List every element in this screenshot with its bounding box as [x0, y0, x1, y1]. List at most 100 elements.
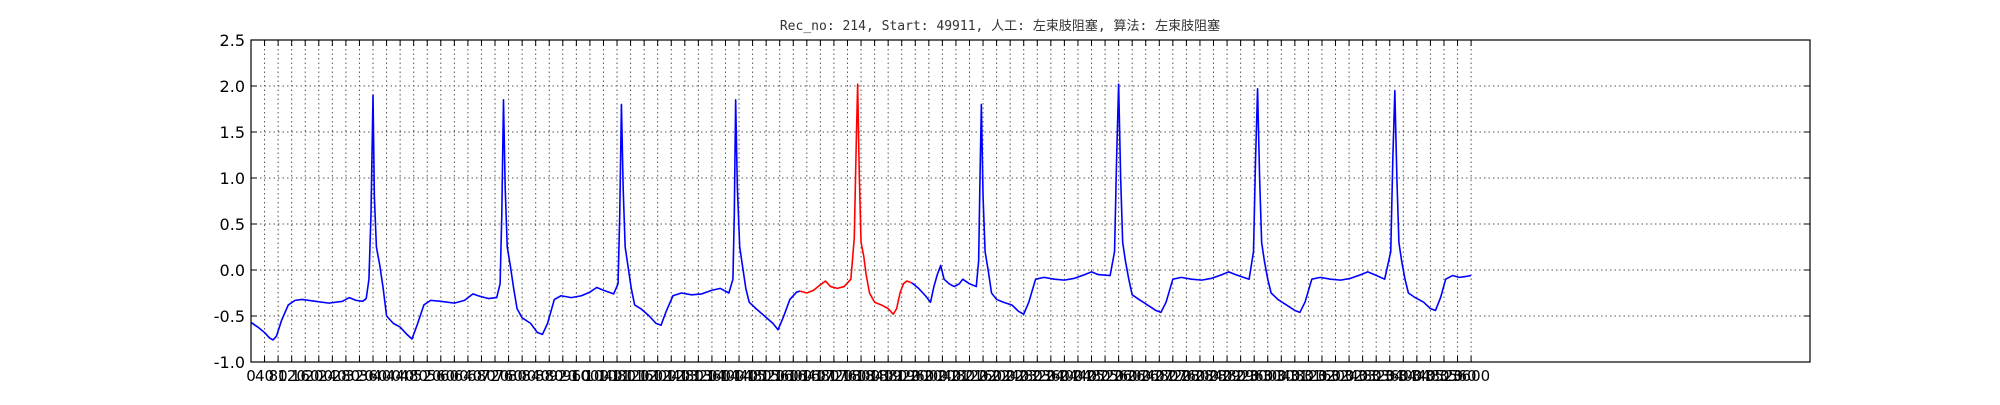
x-tick-label: 40 — [255, 367, 274, 385]
plot-frame — [250, 39, 1811, 363]
y-tick-label: 2.5 — [220, 31, 245, 50]
y-tick-label: 0.0 — [220, 261, 245, 280]
x-tick-label: 1120 — [611, 367, 649, 385]
x-tick-label: 400 — [372, 367, 401, 385]
y-tick-label: 2.0 — [220, 77, 245, 96]
ecg-trace-segment-2 — [911, 83, 1472, 315]
x-tick-label: 3160 — [1303, 367, 1341, 385]
y-axis: -1.0 -0.5 0.0 0.5 1.0 1.5 2.0 2.5 — [214, 31, 1810, 372]
series-layer — [250, 83, 1472, 341]
x-tick-label: 960 — [562, 367, 591, 385]
x-tick-label: 600 — [440, 367, 469, 385]
x-tick-label: 2640 — [1127, 367, 1165, 385]
x-tick-label: 520 — [413, 367, 442, 385]
x-tick-label: 280 — [332, 367, 361, 385]
x-tick-label: 3000 — [1249, 367, 1287, 385]
x-tick-label: 80 — [269, 367, 288, 385]
x-tick-label: 2280 — [1005, 367, 1043, 385]
x-tick-label: 3560 — [1438, 367, 1476, 385]
x-tick-label: 2480 — [1072, 367, 1110, 385]
x-tick-label: 2320 — [1018, 367, 1056, 385]
x-tick-label: 840 — [521, 367, 550, 385]
x-tick-label: 3320 — [1357, 367, 1395, 385]
x-tick-label: 0 — [246, 367, 256, 385]
x-tick-label: 1560 — [761, 367, 799, 385]
x-tick-label: 920 — [548, 367, 577, 385]
x-tick-label: 3600 — [1452, 367, 1490, 385]
x-tick-label: 1840 — [856, 367, 894, 385]
x-tick-label: 2120 — [950, 367, 988, 385]
x-tick-label: 1920 — [883, 367, 921, 385]
x-tick-label: 1160 — [625, 367, 663, 385]
x-tick-label: 2440 — [1059, 367, 1097, 385]
x-tick-label: 2360 — [1032, 367, 1070, 385]
x-tick-label: 120 — [277, 367, 306, 385]
x-tick-label: 3360 — [1371, 367, 1409, 385]
x-tick-label: 1760 — [828, 367, 866, 385]
x-tick-label: 680 — [467, 367, 496, 385]
x-tick-label: 2920 — [1222, 367, 1260, 385]
x-tick-label: 1320 — [679, 367, 717, 385]
y-tick-label: -1.0 — [214, 353, 245, 372]
x-tick-label: 1440 — [720, 367, 758, 385]
x-tick-label: 720 — [481, 367, 510, 385]
x-tick-label: 3400 — [1384, 367, 1422, 385]
x-tick-label: 3200 — [1316, 367, 1354, 385]
x-tick-label: 3240 — [1330, 367, 1368, 385]
x-tick-label: 2400 — [1045, 367, 1083, 385]
x-tick-label: 2000 — [910, 367, 948, 385]
x-tick-label: 2800 — [1181, 367, 1219, 385]
x-tick-label: 160 — [291, 367, 320, 385]
x-tick-label: 640 — [454, 367, 483, 385]
x-tick-label: 3040 — [1262, 367, 1300, 385]
y-tick-label: 1.0 — [220, 169, 245, 188]
x-axis: 0 408012016020024028032036040044048052056… — [246, 40, 1490, 385]
grid — [251, 40, 1810, 362]
x-tick-label: 480 — [399, 367, 428, 385]
x-tick-label: 800 — [508, 367, 537, 385]
x-tick-label: 2880 — [1208, 367, 1246, 385]
x-tick-label: 3120 — [1289, 367, 1327, 385]
ecg-trace-segment-0 — [250, 94, 801, 341]
x-tick-label: 2600 — [1113, 367, 1151, 385]
x-tick-label: 1360 — [693, 367, 731, 385]
y-tick-label: 0.5 — [220, 215, 245, 234]
x-tick-label: 2960 — [1235, 367, 1273, 385]
x-tick-label: 1880 — [869, 367, 907, 385]
x-tick-label: 2200 — [978, 367, 1016, 385]
x-tick-label: 1720 — [815, 367, 853, 385]
x-tick-label: 360 — [359, 367, 388, 385]
x-tick-label: 1960 — [896, 367, 934, 385]
x-tick-label: 240 — [318, 367, 347, 385]
x-tick-label: 1200 — [639, 367, 677, 385]
x-tick-label: 1800 — [842, 367, 880, 385]
x-tick-label: 560 — [426, 367, 455, 385]
y-tick-label: -0.5 — [214, 307, 245, 326]
x-tick-label: 2760 — [1167, 367, 1205, 385]
x-tick-label: 1520 — [747, 367, 785, 385]
x-tick-label: 760 — [494, 367, 523, 385]
x-tick-label: 2040 — [923, 367, 961, 385]
ecg-trace-highlight — [799, 83, 913, 315]
x-tick-label: 2680 — [1140, 367, 1178, 385]
x-tick-label: 3480 — [1411, 367, 1449, 385]
x-tick-label: 3280 — [1344, 367, 1382, 385]
x-tick-label: 1600 — [774, 367, 812, 385]
x-tick-label: 1400 — [706, 367, 744, 385]
x-tick-label: 440 — [386, 367, 415, 385]
x-tick-label: 2720 — [1154, 367, 1192, 385]
x-tick-label: 1080 — [598, 367, 636, 385]
x-tick-label: 3440 — [1398, 367, 1436, 385]
x-tick-label: 1040 — [584, 367, 622, 385]
x-tick-label: 3520 — [1425, 367, 1463, 385]
y-tick-label: 1.5 — [220, 123, 245, 142]
x-tick-label: 2080 — [937, 367, 975, 385]
x-tick-label: 200 — [304, 367, 333, 385]
x-tick-label: 1000 — [571, 367, 609, 385]
x-tick-label: 1640 — [788, 367, 826, 385]
chart-title: Rec_no: 214, Start: 49911, 人工: 左束肢阻塞, 算法… — [780, 18, 1220, 34]
x-tick-label: 1680 — [801, 367, 839, 385]
x-tick-label: 2520 — [1086, 367, 1124, 385]
x-tick-label: 2160 — [964, 367, 1002, 385]
